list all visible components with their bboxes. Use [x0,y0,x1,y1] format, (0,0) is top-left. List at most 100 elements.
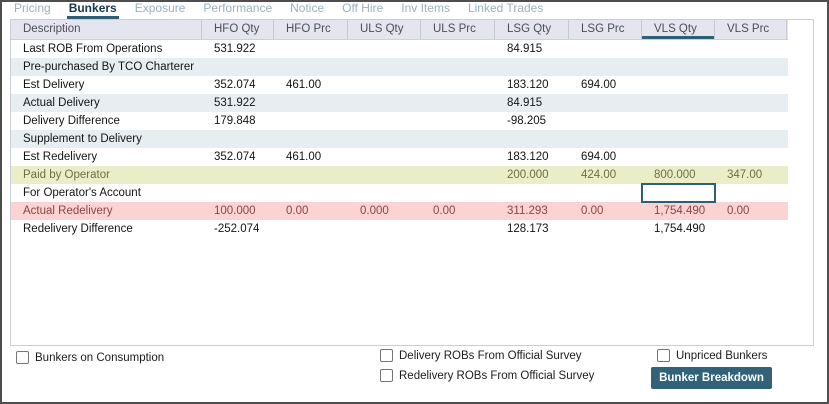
cell-hfo-prc[interactable] [274,94,348,112]
cell-hfo-prc[interactable] [274,58,348,76]
cell-vls-qty[interactable] [642,40,715,58]
column-header-vls-qty[interactable]: VLS Qty [642,20,715,39]
cell-hfo-qty[interactable]: 352.074 [214,79,256,91]
column-header-lsg-prc[interactable]: LSG Prc [569,20,642,39]
cell-lsg-prc[interactable]: 694.00 [581,151,617,163]
cell-lsg-prc[interactable] [569,94,642,112]
cell-vls-qty[interactable]: 1,754.490 [654,205,706,217]
cell-hfo-prc[interactable] [274,166,348,184]
tab-exposure[interactable]: Exposure [134,1,186,15]
cell-vls-qty[interactable] [642,58,715,76]
cell-hfo-qty[interactable] [202,58,274,76]
cell-hfo-qty[interactable] [202,130,274,148]
cell-uls-qty[interactable] [348,94,421,112]
redelivery-robs-checkbox[interactable] [380,369,393,382]
cell-lsg-qty[interactable]: 311.293 [507,205,548,217]
cell-uls-qty[interactable] [348,220,421,238]
cell-vls-prc[interactable] [715,94,787,112]
cell-lsg-prc[interactable] [569,220,642,238]
column-header-hfo-qty[interactable]: HFO Qty [202,20,274,39]
cell-hfo-prc[interactable] [274,112,348,130]
cell-uls-qty[interactable] [348,148,421,166]
cell-lsg-qty[interactable] [495,130,569,148]
cell-uls-prc[interactable] [421,148,495,166]
cell-vls-prc[interactable] [715,112,787,130]
unpriced-bunkers-checkbox[interactable] [657,349,670,362]
cell-hfo-qty[interactable]: 531.922 [214,43,256,55]
tab-performance[interactable]: Performance [203,1,273,15]
cell-uls-prc[interactable] [421,112,495,130]
column-header-uls-prc[interactable]: ULS Prc [421,20,495,39]
cell-hfo-prc[interactable]: 461.00 [286,79,322,91]
cell-hfo-qty[interactable]: 531.922 [214,97,256,109]
cell-hfo-prc[interactable] [274,220,348,238]
cell-uls-prc[interactable] [421,94,495,112]
column-header-description[interactable]: Description [11,20,202,39]
cell-lsg-qty[interactable]: 84.915 [507,43,543,55]
cell-vls-qty[interactable] [642,76,715,94]
cell-uls-qty[interactable] [348,76,421,94]
cell-lsg-qty[interactable] [495,58,569,76]
cell-hfo-prc[interactable] [274,130,348,148]
cell-uls-qty[interactable] [348,166,421,184]
cell-uls-qty[interactable] [348,184,421,202]
cell-uls-prc[interactable] [421,220,495,238]
cell-lsg-prc[interactable]: 424.00 [581,169,617,181]
cell-uls-qty[interactable] [348,112,421,130]
cell-vls-prc[interactable] [715,58,787,76]
cell-vls-prc[interactable] [715,40,787,58]
cell-lsg-prc[interactable] [569,58,642,76]
cell-hfo-prc[interactable]: 461.00 [286,151,322,163]
cell-uls-prc[interactable]: 0.00 [433,205,456,217]
cell-uls-prc[interactable] [421,184,495,202]
cell-vls-prc[interactable] [715,148,787,166]
cell-vls-qty[interactable] [642,94,715,112]
cell-lsg-qty[interactable]: 200.000 [507,169,549,181]
cell-vls-prc[interactable] [715,184,787,202]
cell-hfo-qty[interactable] [202,166,274,184]
cell-vls-prc[interactable]: 0.00 [727,205,750,217]
cell-vls-qty-focused[interactable] [641,183,716,203]
cell-lsg-qty[interactable]: 128.173 [507,223,549,235]
cell-vls-qty[interactable]: 800.000 [654,169,696,181]
cell-vls-qty[interactable] [642,148,715,166]
cell-lsg-qty[interactable]: 84.915 [507,97,543,109]
tab-pricing[interactable]: Pricing [14,1,51,15]
cell-hfo-prc[interactable]: 0.00 [286,205,309,217]
cell-lsg-prc[interactable]: 694.00 [581,79,617,91]
cell-uls-qty[interactable] [348,40,421,58]
cell-hfo-qty[interactable]: 352.074 [214,151,256,163]
cell-vls-qty[interactable]: 1,754.490 [654,223,706,235]
cell-vls-prc[interactable] [715,76,787,94]
cell-vls-prc[interactable] [715,220,787,238]
tab-inv-items[interactable]: Inv Items [401,1,450,15]
cell-vls-prc[interactable] [715,130,787,148]
delivery-robs-checkbox[interactable] [380,349,393,362]
cell-lsg-qty[interactable] [495,184,569,202]
cell-lsg-prc[interactable]: 0.00 [581,205,604,217]
bunkers-on-consumption-checkbox[interactable] [16,351,29,364]
cell-uls-prc[interactable] [421,130,495,148]
column-header-hfo-prc[interactable]: HFO Prc [274,20,348,39]
cell-hfo-qty[interactable]: 179.848 [214,115,256,127]
cell-hfo-qty[interactable] [202,184,274,202]
tab-bunkers[interactable]: Bunkers [66,2,119,19]
cell-lsg-qty[interactable]: -98.205 [507,115,547,127]
cell-uls-prc[interactable] [421,166,495,184]
cell-vls-qty[interactable] [642,130,715,148]
tab-linked-trades[interactable]: Linked Trades [467,1,544,15]
cell-hfo-qty[interactable]: -252.074 [214,223,260,235]
cell-lsg-prc[interactable] [569,112,642,130]
cell-lsg-prc[interactable] [569,184,642,202]
cell-uls-prc[interactable] [421,40,495,58]
tab-notice[interactable]: Notice [290,1,325,15]
cell-hfo-prc[interactable] [274,40,348,58]
cell-lsg-prc[interactable] [569,40,642,58]
column-header-uls-qty[interactable]: ULS Qty [348,20,421,39]
cell-lsg-qty[interactable]: 183.120 [507,79,549,91]
cell-uls-qty[interactable] [348,58,421,76]
cell-uls-prc[interactable] [421,58,495,76]
cell-uls-qty[interactable]: 0.000 [360,205,389,217]
cell-hfo-prc[interactable] [274,184,348,202]
cell-vls-prc[interactable]: 347.00 [727,169,763,181]
